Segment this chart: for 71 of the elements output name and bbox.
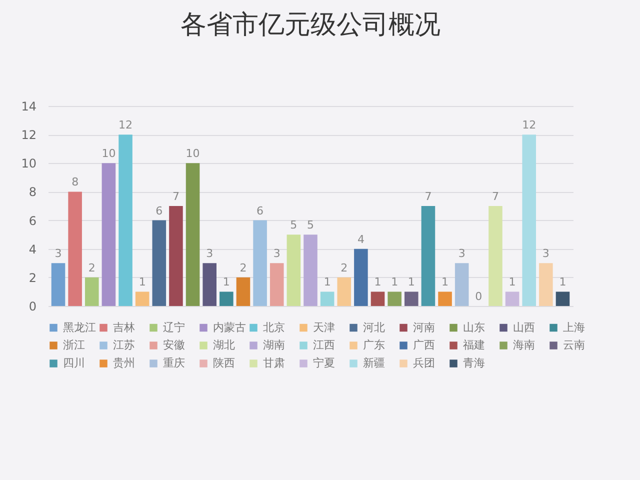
data-label: 3 [273,247,280,260]
data-label: 5 [307,218,314,232]
data-label: 12 [118,118,133,132]
legend-label: 辽宁 [163,320,185,334]
data-label: 7 [492,190,499,203]
data-label: 3 [458,247,466,260]
data-label: 1 [222,276,230,289]
legend-label: 吉林 [113,320,135,334]
data-label: 12 [522,118,536,132]
legend-label: 湖南 [263,338,285,352]
legend-label: 湖北 [213,338,235,352]
legend-label: 云南 [563,338,585,352]
legend-label: 安徽 [163,338,185,352]
y-tick-label: 14 [21,100,36,114]
legend-label: 宁夏 [313,356,335,370]
y-tick-label: 0 [28,300,36,314]
data-label: 1 [138,276,146,289]
data-label: 1 [559,276,566,289]
legend-label: 河北 [363,320,385,334]
legend-label: 天津 [313,320,335,334]
y-tick-label: 4 [28,242,36,256]
legend-label: 新疆 [363,356,385,370]
legend-label: 河南 [413,320,435,334]
data-label: 2 [88,261,96,274]
data-label: 6 [256,204,264,218]
data-label: 1 [508,276,516,289]
data-label: 1 [324,276,331,289]
data-label: 2 [240,261,247,274]
data-label: 7 [172,190,180,203]
legend-label: 江苏 [113,338,135,352]
y-tick-label: 12 [21,128,36,142]
legend-label: 内蒙古 [213,320,246,334]
legend-label: 广西 [413,338,435,352]
data-label: 8 [72,176,79,189]
data-label: 10 [186,147,200,160]
data-label: 1 [391,276,398,289]
y-tick-label: 8 [28,185,36,200]
legend-label: 甘肃 [263,356,285,370]
data-label: 3 [54,247,62,260]
data-label: 2 [340,261,348,274]
chart-title: 各省市亿元级公司概况 [180,10,440,40]
data-label: 1 [442,276,449,289]
y-tick-label: 2 [28,270,36,285]
legend-label: 江西 [313,338,335,352]
legend-label: 重庆 [163,356,185,370]
legend-label: 上海 [563,320,585,334]
data-label: 10 [102,147,116,160]
data-label: 4 [357,232,364,246]
data-label: 1 [374,276,382,289]
y-tick-label: 6 [28,214,36,228]
legend-label: 陕西 [213,356,235,370]
legend-label: 北京 [263,320,285,334]
legend-label: 兵团 [413,356,435,370]
legend-label: 山东 [463,320,485,334]
legend-label: 四川 [63,356,85,370]
data-label: 5 [290,218,298,232]
legend-label: 青海 [463,356,485,370]
data-label: 7 [424,190,432,203]
data-label: 0 [475,290,482,303]
y-tick-label: 10 [21,156,36,171]
legend-label: 黑龙江 [63,320,96,334]
data-label: 3 [542,247,550,260]
legend-label: 福建 [463,338,485,352]
legend-label: 山西 [513,320,535,334]
data-label: 1 [408,276,415,289]
data-label: 6 [156,204,163,218]
legend-label: 广东 [363,338,385,352]
legend-label: 浙江 [63,338,85,352]
legend-label: 海南 [513,338,535,352]
data-label: 3 [206,247,214,260]
legend-label: 贵州 [113,356,135,370]
